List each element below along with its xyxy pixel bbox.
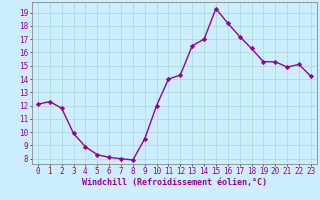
X-axis label: Windchill (Refroidissement éolien,°C): Windchill (Refroidissement éolien,°C)	[82, 178, 267, 187]
